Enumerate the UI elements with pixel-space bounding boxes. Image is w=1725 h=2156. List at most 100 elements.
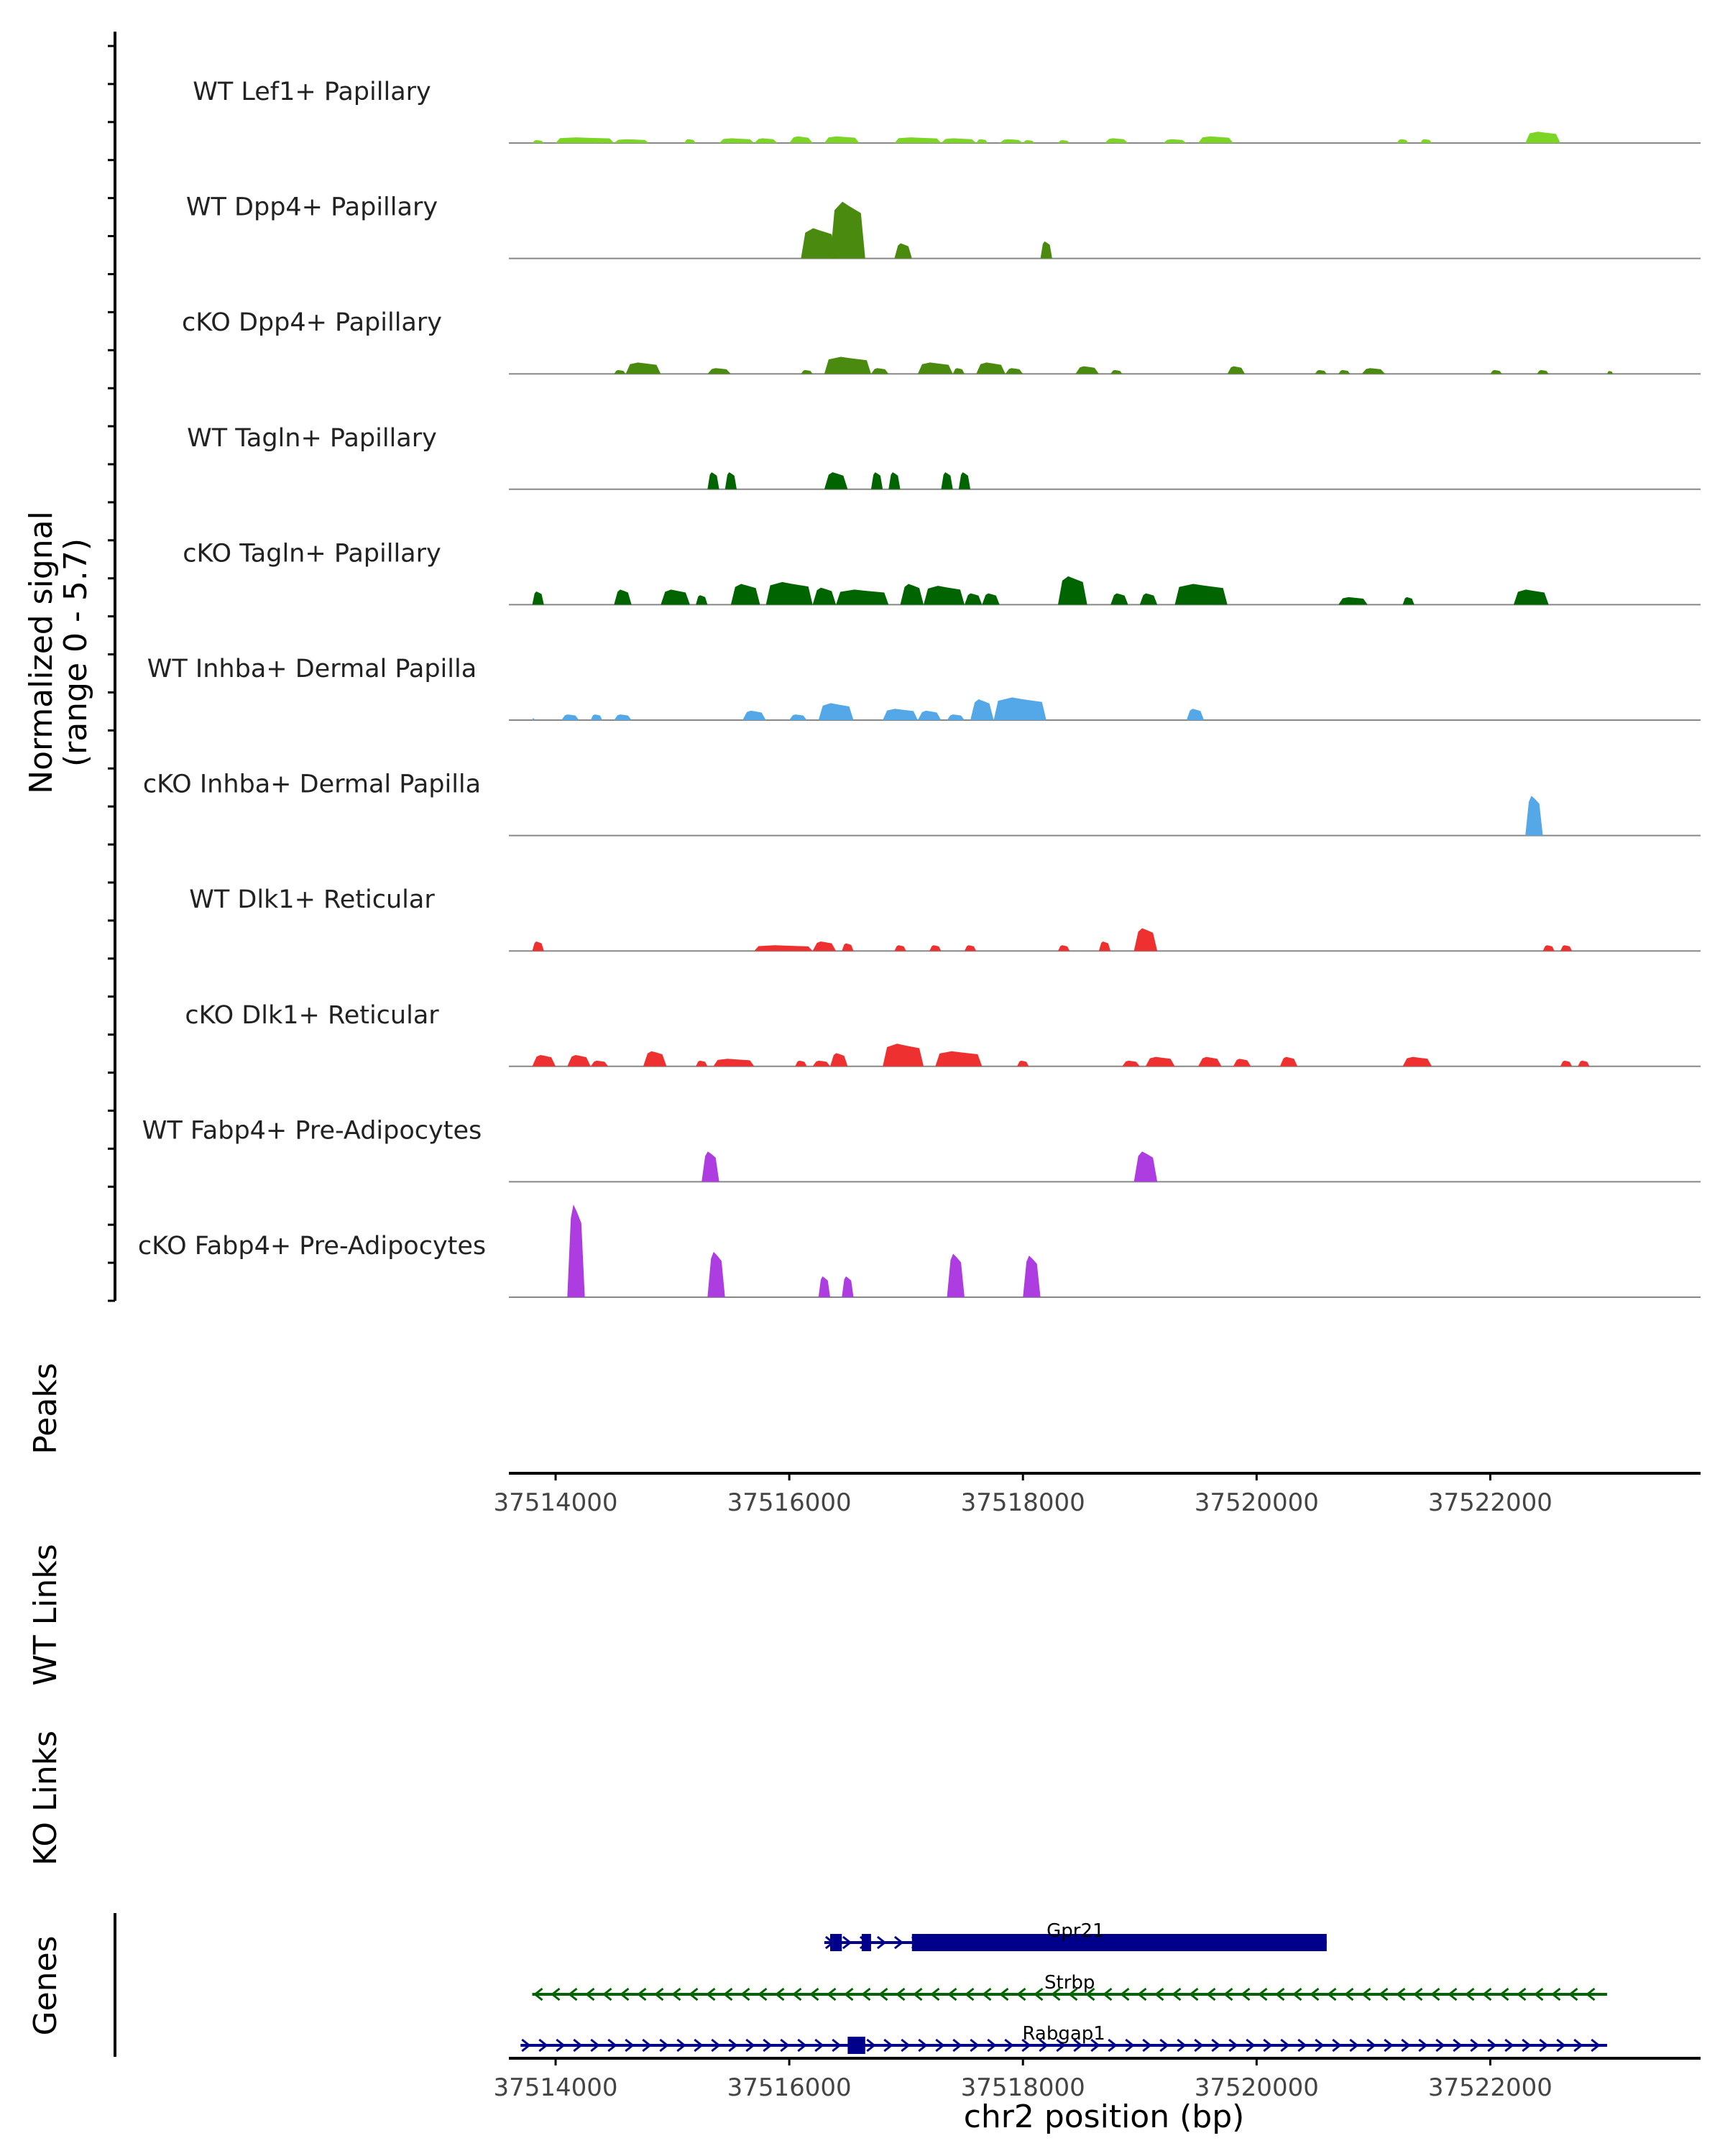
coverage-peak (707, 472, 719, 489)
coverage-peak (1537, 369, 1549, 374)
strand-arrow (1448, 1987, 1458, 2001)
coverage-peak (1145, 1056, 1175, 1067)
y-axis-range-label: (range 0 - 5.7) (58, 538, 94, 767)
gene-label: Rabgap1 (1022, 2023, 1105, 2045)
strand-arrow (1366, 2038, 1376, 2053)
coverage-peak (532, 941, 544, 952)
strand-arrow (758, 1987, 768, 2001)
strand-arrow (1453, 2038, 1463, 2053)
coverage-peak (1105, 138, 1128, 143)
coverage-peak (707, 1251, 725, 1297)
strand-arrow (866, 2038, 876, 2053)
coverage-peak (684, 139, 696, 143)
coverage-peak (754, 945, 813, 952)
coverage-peak (754, 138, 778, 143)
coverage-peak (999, 139, 1024, 143)
coverage-peak (836, 589, 889, 605)
coverage-peak (970, 699, 994, 720)
strand-arrow (1039, 2038, 1049, 2053)
track-label: cKO Tagln+ Papillary (183, 539, 441, 568)
x-tick-label: 37520000 (1195, 2073, 1319, 2102)
strand-arrow (1103, 1987, 1113, 2001)
coverage-peak (929, 945, 942, 952)
exon-block (911, 1934, 1327, 1951)
coverage-peak (532, 140, 544, 143)
coverage-peak (789, 136, 813, 143)
strand-arrow (1315, 2038, 1325, 2053)
strand-arrow (1090, 2038, 1100, 2053)
gene-label: Gpr21 (1046, 1920, 1104, 1942)
coverage-peak (900, 584, 924, 605)
x-tick-label: 37522000 (1428, 2073, 1552, 2102)
strand-arrow (797, 2038, 807, 2053)
strand-arrow (763, 2038, 773, 2053)
strand-arrow (625, 2038, 635, 2053)
strand-arrow (607, 2038, 617, 2053)
coverage-peak (702, 1151, 719, 1182)
strand-arrow (775, 1987, 785, 2001)
strand-arrow (1413, 1987, 1423, 2001)
coverage-peak (1542, 945, 1555, 952)
strand-arrow (1177, 2038, 1187, 2053)
strand-arrow (1263, 2038, 1273, 2053)
strand-arrow (1056, 2038, 1066, 2053)
coverage-peak (1606, 371, 1614, 374)
coverage-peak (795, 1060, 807, 1067)
strand-arrow (970, 2038, 980, 2053)
x-tick-label: 37518000 (961, 1488, 1085, 1517)
strand-arrow (935, 2038, 945, 2053)
coverage-peak (947, 1253, 965, 1297)
strand-arrow (1021, 2038, 1031, 2053)
strand-arrow (1073, 2038, 1083, 2053)
strand-arrow (982, 1987, 992, 2001)
track-label: WT Inhba+ Dermal Papilla (147, 655, 477, 683)
coverage-peak (556, 137, 615, 143)
coverage-peak (1005, 368, 1024, 374)
strand-arrow (1379, 1987, 1389, 2001)
coverage-peak (824, 356, 871, 374)
strand-arrow (930, 1987, 940, 2001)
x-tick-label: 37516000 (727, 1488, 852, 1517)
strand-arrow (1108, 2038, 1118, 2053)
strand-arrow (1189, 1987, 1199, 2001)
coverage-peak (567, 1204, 585, 1297)
x-tick-label: 37514000 (493, 2073, 617, 2102)
strand-arrow (893, 1935, 904, 1950)
track-label: cKO Fabp4+ Pre-Adipocytes (138, 1232, 486, 1261)
strand-arrow (1401, 2038, 1411, 2053)
x-tick-label: 37522000 (1428, 1488, 1552, 1517)
strand-arrow (814, 2038, 824, 2053)
gene-model: Gpr21 (824, 1920, 1327, 1951)
coverage-track: WT Dlk1+ Reticular (189, 885, 1701, 952)
coverage-peak (1133, 1151, 1158, 1182)
coverage-peak (870, 472, 883, 489)
track-label: WT Dlk1+ Reticular (189, 885, 435, 914)
coverage-peak (958, 472, 971, 489)
coverage-peak (964, 945, 977, 952)
strand-arrow (1034, 1987, 1044, 2001)
x-axis-bottom: 37514000 37516000 37518000 37520000 37522000 (493, 2057, 1701, 2102)
strand-arrow (792, 1987, 802, 2001)
coverage-peak (1057, 576, 1087, 605)
coverage-peak (894, 243, 912, 259)
coverage-peak (742, 710, 766, 720)
coverage-peak (1420, 139, 1432, 143)
strand-arrow (1430, 1987, 1440, 2001)
coverage-peak (1017, 1060, 1029, 1067)
coverage-peak (976, 362, 1006, 374)
track-label: WT Tagln+ Papillary (187, 424, 437, 453)
coverage-peak (1198, 1056, 1222, 1067)
strand-arrow (1068, 1987, 1078, 2001)
coverage-peak (1057, 140, 1070, 143)
coverage-peak (713, 1059, 755, 1067)
coverage-peak (1227, 366, 1246, 374)
strand-arrow (1465, 1987, 1475, 2001)
gene-label: Strbp (1044, 1972, 1095, 1994)
strand-arrow (745, 2038, 755, 2053)
coverage-peak (696, 595, 708, 605)
coverage-track: WT Lef1+ Papillary (193, 78, 1701, 144)
strand-arrow (913, 1987, 923, 2001)
exon-block (861, 1934, 871, 1951)
strand-arrow (1539, 2038, 1549, 2053)
strand-arrow (844, 1987, 854, 2001)
